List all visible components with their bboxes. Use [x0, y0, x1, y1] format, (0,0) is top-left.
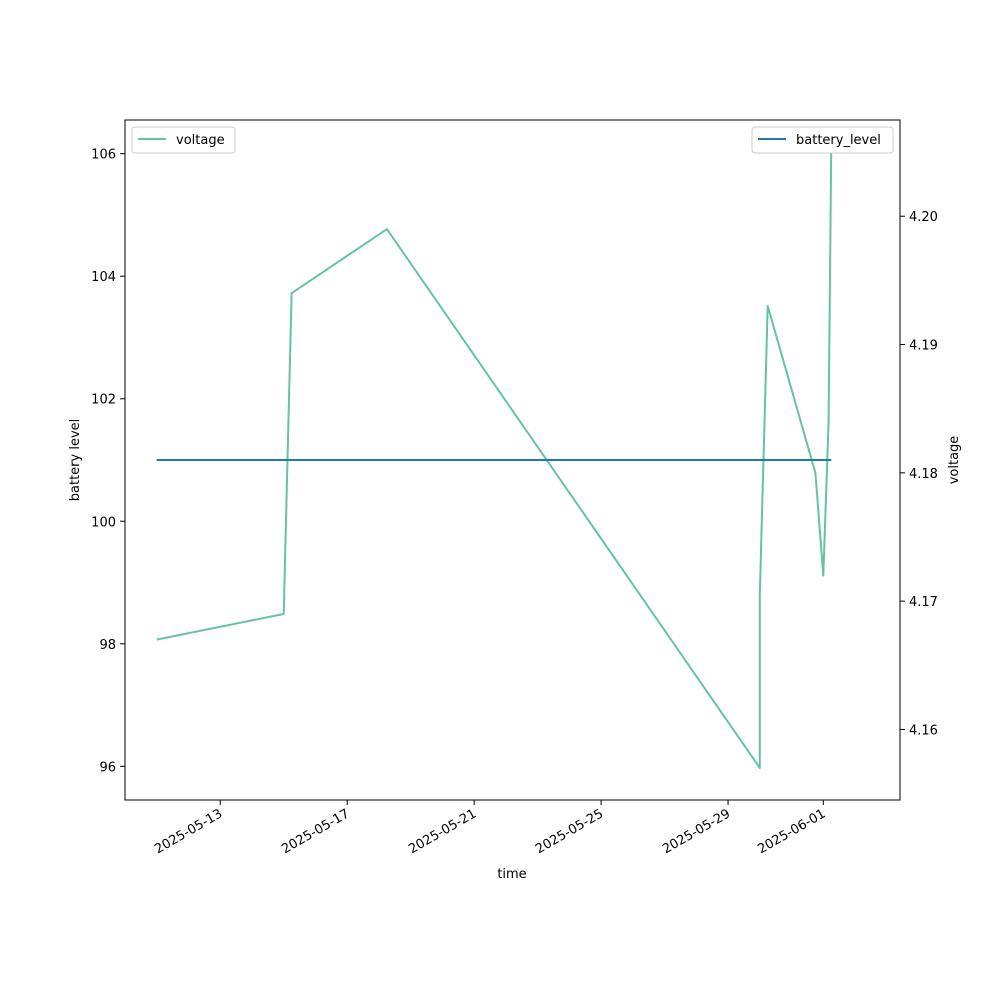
legend-voltage-label: voltage	[176, 133, 225, 148]
left-y-tick-label: 98	[99, 638, 116, 653]
series-line-voltage	[156, 152, 833, 769]
left-y-tick-label: 96	[99, 760, 116, 775]
left-y-tick-label: 106	[91, 148, 116, 163]
legend-battery-level-label: battery_level	[796, 133, 881, 148]
legend-battery-level-box	[751, 126, 894, 154]
legend-voltage: voltage	[131, 126, 236, 154]
legend-battery-level: battery_level	[751, 126, 894, 154]
right-y-tick-label: 4.18	[909, 467, 938, 482]
right-y-axis: 4.16 4.17 4.18 4.19 4.20	[900, 210, 938, 738]
right-y-axis-label: voltage	[947, 436, 962, 485]
x-tick-label: 2025-05-29	[660, 806, 733, 857]
plot-lines	[156, 152, 833, 769]
x-axis-label: time	[497, 867, 526, 882]
left-y-tick-label: 102	[91, 393, 116, 408]
right-y-tick-label: 4.19	[909, 339, 938, 354]
left-y-axis-label: battery level	[68, 419, 83, 502]
x-tick-label: 2025-05-21	[406, 806, 479, 857]
x-axis: 2025-05-13 2025-05-17 2025-05-21 2025-05-25…	[152, 800, 828, 857]
left-y-tick-label: 104	[91, 270, 116, 285]
x-tick-label: 2025-05-25	[533, 806, 606, 857]
x-tick-label: 2025-05-17	[279, 806, 352, 857]
legend-voltage-box	[131, 126, 236, 154]
plot-frame	[124, 119, 901, 801]
x-tick-label: 2025-06-01	[755, 806, 828, 857]
right-y-tick-label: 4.20	[909, 210, 938, 225]
right-y-tick-label: 4.16	[909, 723, 938, 738]
x-tick-label: 2025-05-13	[152, 806, 225, 857]
left-y-tick-label: 100	[91, 515, 116, 530]
left-y-axis: 96 98 100 102 104 106	[91, 148, 125, 775]
right-y-tick-label: 4.17	[909, 595, 938, 610]
